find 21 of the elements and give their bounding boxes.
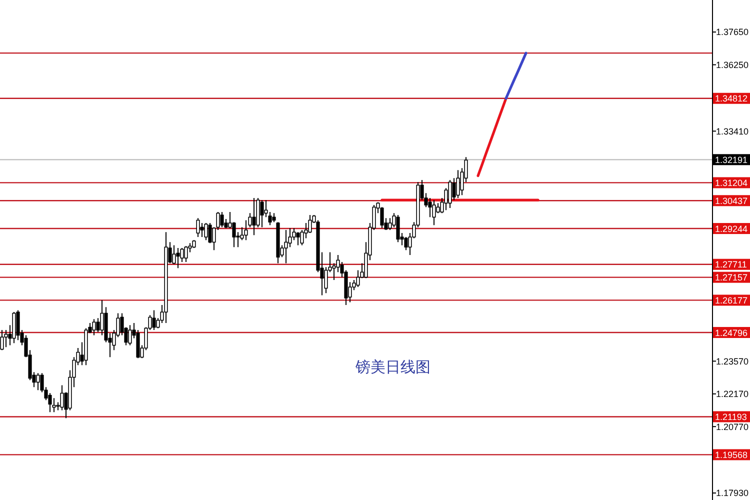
annotation: 镑美日线图 [354, 358, 430, 376]
y-tick-label: 1.22170 [716, 389, 749, 400]
y-tick-label: 1.20770 [716, 422, 749, 432]
y-tick-label: 1.33410 [716, 126, 749, 136]
ref-label: 1.27157 [713, 272, 750, 283]
y-tick-label: 1.37650 [716, 27, 749, 38]
y-tick-label: 1.23570 [716, 356, 749, 366]
ref-label: 1.24796 [713, 327, 750, 338]
ref-label: 1.21193 [713, 411, 750, 422]
y-tick-label: 1.17930 [716, 488, 749, 498]
ref-label: 1.31204 [713, 177, 750, 188]
ref-line-label: 1.27711 [715, 260, 747, 270]
ref-label: 1.34812 [713, 92, 750, 104]
ref-label: 1.26177 [713, 294, 750, 306]
y-tick-label: 1.36250 [716, 60, 749, 70]
ref-label: 1.30437 [713, 195, 750, 206]
ref-label: 1.19568 [713, 449, 750, 460]
ref-line-label: 1.21193 [715, 412, 747, 422]
ref-label: 1.32191 [713, 154, 750, 166]
ref-label: 1.29244 [713, 223, 750, 234]
ref-label: 1.27711 [713, 258, 750, 270]
